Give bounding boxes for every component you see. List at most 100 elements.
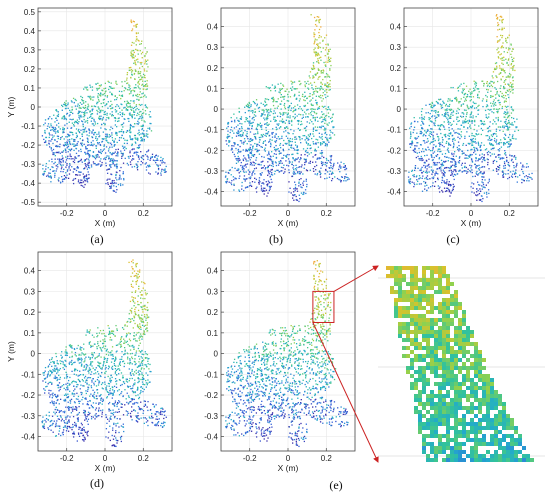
cloud-point bbox=[319, 173, 321, 176]
cloud-point bbox=[138, 131, 140, 134]
cloud-point bbox=[447, 134, 449, 137]
cloud-point bbox=[469, 88, 471, 90]
cloud-point bbox=[65, 360, 67, 362]
cloud-point bbox=[507, 75, 509, 77]
cloud-point bbox=[87, 331, 89, 333]
cloud-point bbox=[86, 148, 88, 150]
cloud-point bbox=[421, 177, 423, 180]
cloud-point bbox=[51, 134, 53, 136]
cloud-point bbox=[117, 153, 119, 155]
cloud-point bbox=[145, 317, 147, 319]
cloud-point bbox=[66, 136, 69, 138]
cloud-point bbox=[288, 171, 290, 174]
cloud-point bbox=[110, 108, 112, 110]
cloud-point bbox=[334, 176, 336, 178]
cloud-point bbox=[508, 141, 510, 143]
cloud-point bbox=[338, 168, 340, 171]
cloud-point bbox=[101, 382, 104, 384]
cloud-point bbox=[507, 49, 510, 51]
cloud-point bbox=[477, 160, 479, 162]
cloud-point bbox=[310, 114, 312, 116]
cloud-point bbox=[497, 116, 499, 119]
cloud-point bbox=[80, 391, 82, 394]
cloud-point bbox=[481, 80, 483, 82]
cloud-point bbox=[425, 132, 427, 134]
cloud-point bbox=[521, 178, 523, 181]
cloud-point bbox=[450, 157, 452, 160]
cloud-point bbox=[508, 176, 511, 179]
cloud-point bbox=[61, 155, 63, 157]
cloud-point bbox=[69, 426, 71, 429]
cloud-point bbox=[133, 270, 136, 272]
cloud-point bbox=[314, 23, 317, 26]
cloud-point bbox=[328, 50, 330, 53]
cloud-point bbox=[414, 169, 416, 172]
cloud-point bbox=[247, 106, 249, 109]
cloud-point bbox=[408, 181, 411, 183]
cloud-point bbox=[42, 164, 44, 167]
cloud-point bbox=[136, 281, 138, 283]
cloud-point bbox=[299, 98, 301, 100]
cloud-point bbox=[118, 178, 120, 181]
cloud-point bbox=[318, 69, 320, 71]
cloud-point bbox=[62, 105, 64, 108]
cloud-point bbox=[43, 171, 45, 173]
cloud-point bbox=[502, 125, 504, 127]
cloud-point bbox=[80, 184, 82, 187]
cloud-point bbox=[139, 78, 142, 81]
cloud-point bbox=[305, 129, 307, 131]
cloud-point bbox=[89, 154, 91, 156]
cloud-point bbox=[231, 130, 234, 132]
cloud-point bbox=[97, 143, 99, 145]
cloud-point bbox=[433, 124, 436, 126]
cloud-point bbox=[233, 153, 235, 156]
cloud-point bbox=[283, 172, 285, 174]
cloud-point bbox=[83, 177, 85, 179]
cloud-point bbox=[84, 86, 86, 88]
cloud-point bbox=[469, 106, 472, 108]
cloud-point bbox=[126, 109, 129, 111]
cloud-point bbox=[444, 155, 446, 158]
cloud-point bbox=[269, 110, 272, 112]
cloud-point bbox=[47, 117, 50, 120]
cloud-point bbox=[413, 116, 415, 119]
cloud-point bbox=[133, 57, 135, 59]
cloud-point bbox=[311, 137, 313, 140]
cloud-point bbox=[495, 108, 498, 110]
cloud-point bbox=[113, 145, 115, 147]
cloud-point bbox=[314, 47, 316, 49]
cloud-point bbox=[140, 63, 142, 65]
cloud-point bbox=[121, 85, 124, 87]
cloud-point bbox=[160, 170, 163, 172]
cloud-point bbox=[506, 156, 508, 159]
cloud-point bbox=[495, 97, 497, 99]
cloud-point bbox=[469, 126, 471, 128]
cloud-point bbox=[129, 128, 132, 130]
cloud-point bbox=[479, 120, 482, 122]
cloud-point bbox=[288, 169, 290, 171]
cloud-point bbox=[241, 185, 243, 187]
cloud-point bbox=[455, 131, 457, 134]
cloud-point bbox=[287, 116, 289, 118]
cloud-point bbox=[297, 152, 299, 155]
cloud-point bbox=[480, 127, 483, 130]
cloud-point bbox=[59, 378, 61, 380]
cloud-point bbox=[322, 40, 324, 42]
cloud-point bbox=[135, 138, 137, 140]
cloud-point bbox=[248, 140, 250, 142]
cloud-point bbox=[292, 153, 294, 155]
cloud-point bbox=[316, 129, 318, 132]
cloud-point bbox=[323, 141, 325, 144]
cloud-point bbox=[432, 138, 434, 140]
cloud-point bbox=[426, 175, 429, 177]
cloud-point bbox=[140, 151, 142, 153]
cloud-point bbox=[333, 134, 336, 136]
y-tick-label: 0.4 bbox=[390, 23, 402, 32]
cloud-point bbox=[313, 111, 315, 113]
cloud-point bbox=[107, 150, 110, 152]
cloud-point bbox=[424, 148, 427, 150]
cloud-point bbox=[110, 185, 113, 187]
cloud-point bbox=[316, 72, 319, 74]
cloud-point bbox=[109, 91, 111, 93]
cloud-point bbox=[477, 93, 479, 96]
